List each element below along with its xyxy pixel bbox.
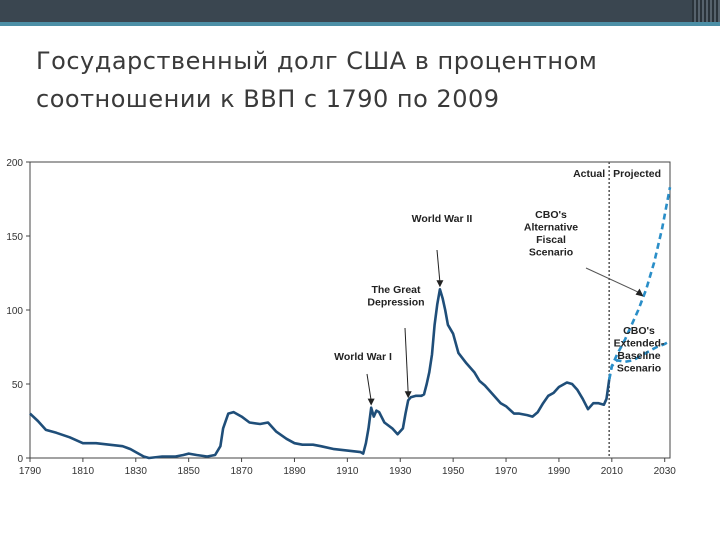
plot-frame (29, 161, 671, 459)
header-dark-band (0, 0, 720, 22)
annotation-label-line: World War II (412, 213, 473, 225)
annotation-label-line: World War I (334, 351, 392, 363)
annotation-label-line: Scenario (617, 363, 661, 375)
x-tick-label: 1970 (495, 466, 518, 477)
x-tick-label: 1830 (125, 466, 148, 477)
annotation-label: CBO's Alternative Fiscal Scenario (524, 209, 578, 259)
annotation-arrow (404, 327, 409, 394)
x-tick-label: 1990 (548, 466, 571, 477)
x-tick-label: 1850 (178, 466, 201, 477)
x-tick-label: 1930 (389, 466, 412, 477)
header-accent-line (0, 22, 720, 26)
annotation-arrowhead (367, 398, 375, 406)
annotation-label: CBO's Extended-Baseline Scenario (614, 325, 665, 375)
annotation-layer: World War II The Great Depression World War… (334, 209, 665, 406)
x-tick-label: 1810 (72, 466, 95, 477)
annotation-label-line: CBO's (535, 209, 567, 221)
x-tick-label: 1890 (283, 466, 306, 477)
actual-region-label: Actual (573, 168, 605, 180)
annotation-arrowhead (635, 288, 644, 297)
x-tick-label: 1910 (336, 466, 359, 477)
y-axis: 0 50 100 150 200 (6, 158, 30, 465)
y-tick-label: 200 (6, 158, 23, 169)
slide-title-line-1: Государственный долг США в процентном (36, 47, 598, 75)
annotation-label-line: Baseline (617, 350, 660, 362)
x-tick-label: 2030 (654, 466, 677, 477)
annotation-arrow (436, 249, 441, 283)
annotation-arrowhead (404, 391, 412, 399)
annotation-label: The Great Depression (367, 284, 424, 309)
annotation-label-line: Fiscal (536, 234, 566, 246)
x-tick-label: 1950 (442, 466, 465, 477)
actual-debt-line (29, 288, 611, 460)
projection-line (607, 186, 672, 380)
x-tick-label: 2010 (601, 466, 624, 477)
slide-title-line-2: соотношении к ВВП с 1790 по 2009 (36, 85, 500, 113)
annotation-arrow (585, 267, 642, 295)
annotation-label-line: Alternative (524, 222, 578, 234)
annotation-label-line: The Great (371, 284, 421, 296)
projected-region-label: Projected (613, 168, 661, 180)
debt-to-gdp-chart: 0 50 100 150 200 1790 1810 1830 1850 1870 1890 191… (6, 158, 676, 477)
x-axis: 1790 1810 1830 1850 1870 1890 1910 1930 1950 1970… (19, 458, 676, 477)
annotation-label-line: Extended- (614, 338, 665, 350)
x-tick-label: 1790 (19, 466, 42, 477)
slide-title: Государственный долг США в процентном со… (36, 42, 696, 118)
annotation-label-line: Depression (367, 297, 424, 309)
y-tick-label: 0 (17, 454, 23, 465)
annotation-label: World War I (334, 351, 392, 363)
slide-header-bar (0, 0, 720, 26)
y-tick-label: 150 (6, 232, 23, 243)
series-layer (29, 186, 672, 460)
annotation-label-line: Scenario (529, 247, 573, 259)
x-tick-label: 1870 (230, 466, 253, 477)
annotation-label-line: CBO's (623, 325, 655, 337)
y-tick-label: 50 (12, 380, 24, 391)
projection-line (607, 339, 671, 380)
annotation-arrow (366, 373, 372, 401)
annotation-arrowhead (436, 280, 444, 288)
annotation-label: World War II (412, 213, 473, 225)
header-stripe-decoration (692, 0, 720, 22)
y-tick-label: 100 (6, 306, 23, 317)
